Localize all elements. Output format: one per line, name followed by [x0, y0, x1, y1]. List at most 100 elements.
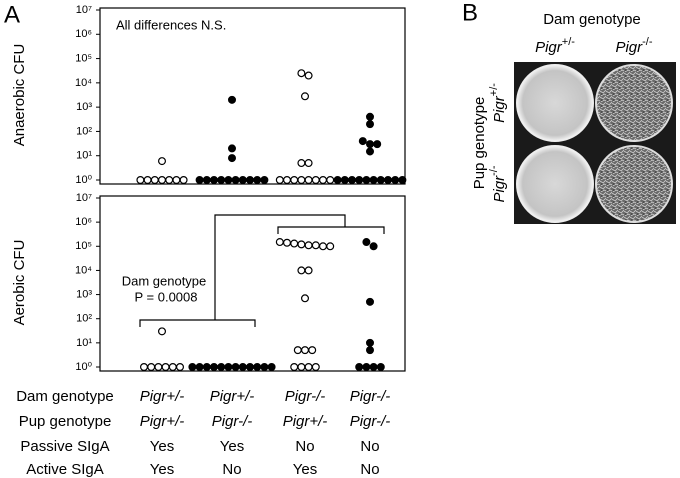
data-point [362, 238, 371, 247]
dish [595, 64, 673, 142]
data-point [362, 176, 371, 185]
y-tick-label: 10⁰ [75, 361, 92, 373]
y-tick-label: 10⁷ [76, 192, 92, 204]
data-point [366, 120, 375, 129]
y-tick-label: 10³ [76, 101, 92, 113]
data-point [161, 363, 170, 372]
table-cell: Pigr-/- [350, 413, 391, 430]
table-cell: No [222, 461, 241, 478]
data-point [391, 176, 400, 185]
allele: -/- [488, 165, 500, 176]
data-point [228, 144, 237, 153]
table-cell: Yes [150, 461, 174, 478]
data-point [158, 327, 167, 336]
row-label: Active SIgA [26, 461, 104, 478]
data-point [297, 240, 306, 249]
data-point [304, 266, 313, 275]
table-cell: Pigr-/- [285, 388, 326, 405]
data-point [297, 159, 306, 168]
data-point [165, 176, 174, 185]
data-point [326, 176, 335, 185]
data-point [369, 363, 378, 372]
data-point [231, 363, 240, 372]
data-point [246, 176, 255, 185]
data-point [260, 363, 269, 372]
genotype-label: Pigr-/- [615, 36, 652, 56]
row-label: Dam genotype [16, 388, 114, 405]
data-point [384, 176, 393, 185]
data-point [253, 176, 262, 185]
data-point [319, 242, 328, 251]
data-point [362, 363, 371, 372]
y-tick-label: 10³ [76, 288, 92, 300]
table-cell: No [295, 438, 314, 455]
gene: Pigr [491, 95, 508, 123]
data-point [176, 363, 185, 372]
y-tick-label: 10⁴ [75, 77, 92, 89]
allele: +/- [488, 83, 500, 96]
y-tick-label: 10⁵ [75, 52, 92, 64]
data-point [304, 363, 313, 372]
data-point [231, 176, 240, 185]
data-point [275, 238, 284, 247]
y-tick-label: 10⁴ [75, 264, 92, 276]
data-point [369, 242, 378, 251]
data-point [304, 159, 313, 168]
data-point [154, 363, 163, 372]
data-point [326, 242, 335, 251]
table-cell: No [360, 438, 379, 455]
bracket [214, 214, 346, 320]
data-point [333, 176, 342, 185]
y-tick-label: 10⁰ [75, 174, 92, 186]
frames [99, 7, 406, 372]
plot-frame [99, 7, 406, 185]
y-tick-label: 10¹ [76, 337, 92, 349]
genotype-label: Pigr+/- [535, 36, 575, 56]
table-cell: Pigr+/- [140, 388, 185, 405]
data-point [304, 71, 313, 80]
data-point [158, 157, 167, 166]
data-point [188, 363, 197, 372]
data-point [348, 176, 357, 185]
data-point [217, 176, 226, 185]
brackets [139, 214, 385, 327]
data-point [304, 241, 313, 250]
gene: Pigr [491, 175, 508, 203]
data-point [253, 363, 262, 372]
data-point [376, 176, 385, 185]
y-axis-title: Aerobic CFU [11, 240, 28, 326]
data-point [311, 176, 320, 185]
data-point [195, 363, 204, 372]
row-label: Pup genotype [19, 413, 112, 430]
data-point [366, 147, 375, 156]
data-point [238, 176, 247, 185]
data-point [275, 176, 284, 185]
data-point [217, 363, 226, 372]
data-point [301, 294, 310, 303]
row-title: Pup genotype [471, 97, 488, 190]
data-point [168, 363, 177, 372]
data-point [290, 239, 299, 248]
data-point [373, 140, 382, 149]
data-point [283, 238, 292, 247]
data-point [308, 346, 317, 355]
data-point [195, 176, 204, 185]
data-point [297, 69, 306, 78]
dish [516, 145, 594, 223]
data-point [369, 176, 378, 185]
data-point [224, 176, 233, 185]
data-point [228, 95, 237, 104]
data-point [366, 346, 375, 355]
data-point [202, 176, 211, 185]
annotation: All differences N.S. [116, 17, 226, 32]
data-point [150, 176, 159, 185]
table-cell: Pigr+/- [283, 413, 328, 430]
data-point [311, 363, 320, 372]
data-point [136, 176, 145, 185]
y-tick-label: 10⁵ [75, 240, 92, 252]
table-cell: Pigr-/- [212, 413, 253, 430]
data-point [246, 363, 255, 372]
data-point [366, 338, 375, 347]
data-point [158, 176, 167, 185]
